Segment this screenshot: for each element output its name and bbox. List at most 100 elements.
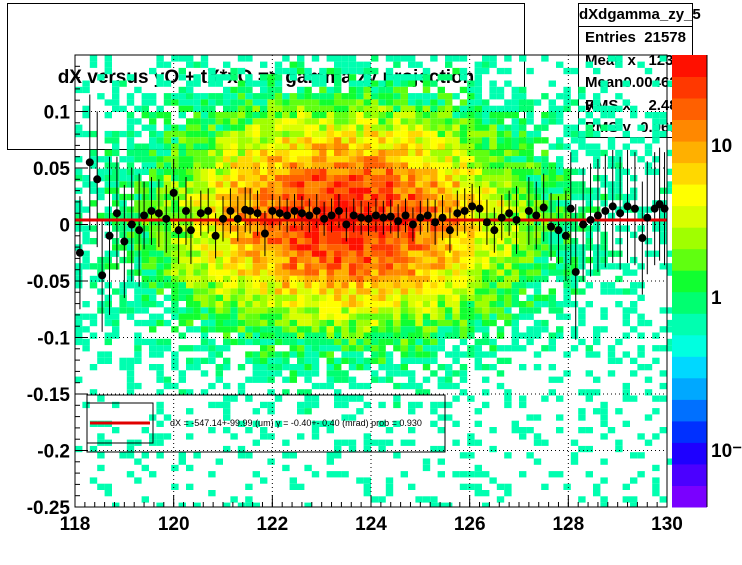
heatmap-cell	[208, 156, 216, 163]
heatmap-cell	[482, 275, 490, 283]
heatmap-cell	[415, 181, 423, 188]
heatmap-cell	[474, 130, 482, 138]
heatmap-cell	[260, 86, 268, 94]
heatmap-cell	[311, 332, 320, 339]
heatmap-cell	[178, 149, 186, 157]
heatmap-cell	[215, 294, 223, 301]
heatmap-cell	[474, 326, 482, 333]
heatmap-cell	[245, 118, 253, 125]
heatmap-cell	[430, 231, 438, 238]
heatmap-cell	[200, 93, 209, 100]
heatmap-cell	[474, 187, 482, 194]
heatmap-cell	[593, 269, 601, 276]
heatmap-cell	[311, 99, 320, 106]
heatmap-cell	[437, 445, 445, 453]
heatmap-cell	[326, 130, 334, 138]
heatmap-cell	[341, 181, 349, 188]
heatmap-cell	[282, 351, 290, 358]
heatmap-cell	[408, 149, 416, 157]
heatmap-cell	[459, 86, 468, 94]
heatmap-cell	[519, 168, 527, 175]
heatmap-cell	[334, 61, 342, 68]
heatmap-cell	[304, 502, 312, 507]
heatmap-cell	[156, 351, 164, 358]
heatmap-cell	[652, 357, 660, 364]
heatmap-cell	[526, 181, 534, 188]
heatmap-cell	[600, 256, 608, 264]
profile-point	[357, 213, 366, 222]
heatmap-cell	[415, 238, 423, 245]
heatmap-cell	[511, 187, 519, 194]
heatmap-cell	[459, 156, 468, 163]
heatmap-cell	[563, 294, 571, 301]
heatmap-cell	[430, 225, 438, 232]
heatmap-cell	[230, 225, 238, 232]
heatmap-cell	[141, 338, 149, 346]
heatmap-cell	[541, 212, 549, 220]
heatmap-cell	[319, 382, 327, 390]
heatmap-cell	[548, 307, 556, 314]
heatmap-cell	[319, 275, 327, 283]
heatmap-cell	[408, 162, 416, 169]
heatmap-cell	[341, 263, 349, 270]
heatmap-cell	[371, 250, 379, 257]
heatmap-cell	[223, 263, 231, 270]
heatmap-cell	[141, 307, 149, 314]
heatmap-cell	[385, 370, 394, 377]
heatmap-cell	[556, 250, 564, 257]
heatmap-cell	[97, 433, 105, 440]
heatmap-cell	[260, 168, 268, 175]
heatmap-cell	[104, 175, 112, 182]
heatmap-cell	[504, 490, 512, 497]
heatmap-cell	[445, 187, 453, 194]
heatmap-cell	[452, 319, 460, 327]
heatmap-cell	[585, 124, 593, 131]
heatmap-cell	[437, 313, 445, 320]
heatmap-cell	[578, 496, 586, 503]
heatmap-cell	[319, 168, 327, 175]
heatmap-cell	[208, 168, 216, 175]
heatmap-cell	[274, 105, 283, 112]
heatmap-cell	[541, 55, 549, 62]
heatmap-cell	[504, 275, 512, 283]
heatmap-cell	[622, 168, 630, 175]
heatmap-cell	[156, 105, 164, 112]
heatmap-cell	[311, 382, 320, 390]
heatmap-cell	[615, 338, 623, 346]
heatmap-cell	[430, 370, 438, 377]
heatmap-cell	[548, 105, 556, 112]
x-tick-label: 124	[355, 514, 387, 535]
heatmap-cell	[260, 338, 268, 346]
heatmap-cell	[615, 357, 623, 364]
heatmap-cell	[252, 238, 260, 245]
heatmap-cell	[422, 301, 431, 308]
heatmap-cell	[75, 313, 83, 320]
heatmap-cell	[385, 193, 394, 201]
heatmap-cell	[326, 288, 334, 295]
heatmap-cell	[541, 225, 549, 232]
heatmap-cell	[356, 338, 364, 346]
heatmap-cell	[119, 452, 127, 459]
heatmap-cell	[260, 282, 268, 289]
heatmap-cell	[282, 275, 290, 283]
heatmap-cell	[334, 439, 342, 446]
heatmap-cell	[415, 319, 423, 327]
heatmap-cell	[163, 345, 172, 352]
heatmap-cell	[474, 313, 482, 320]
heatmap-cell	[556, 263, 564, 270]
heatmap-cell	[89, 55, 98, 62]
heatmap-cell	[659, 395, 667, 402]
heatmap-cell	[504, 307, 512, 314]
heatmap-cell	[385, 231, 394, 238]
heatmap-cell	[519, 175, 527, 182]
heatmap-cell	[363, 193, 371, 201]
heatmap-cell	[215, 244, 223, 251]
heatmap-cell	[637, 263, 645, 270]
heatmap-cell	[245, 187, 253, 194]
heatmap-cell	[252, 364, 260, 371]
heatmap-cell	[474, 307, 482, 314]
heatmap-cell	[341, 143, 349, 150]
heatmap-cell	[311, 105, 320, 112]
heatmap-cell	[289, 301, 297, 308]
heatmap-cell	[267, 282, 275, 289]
